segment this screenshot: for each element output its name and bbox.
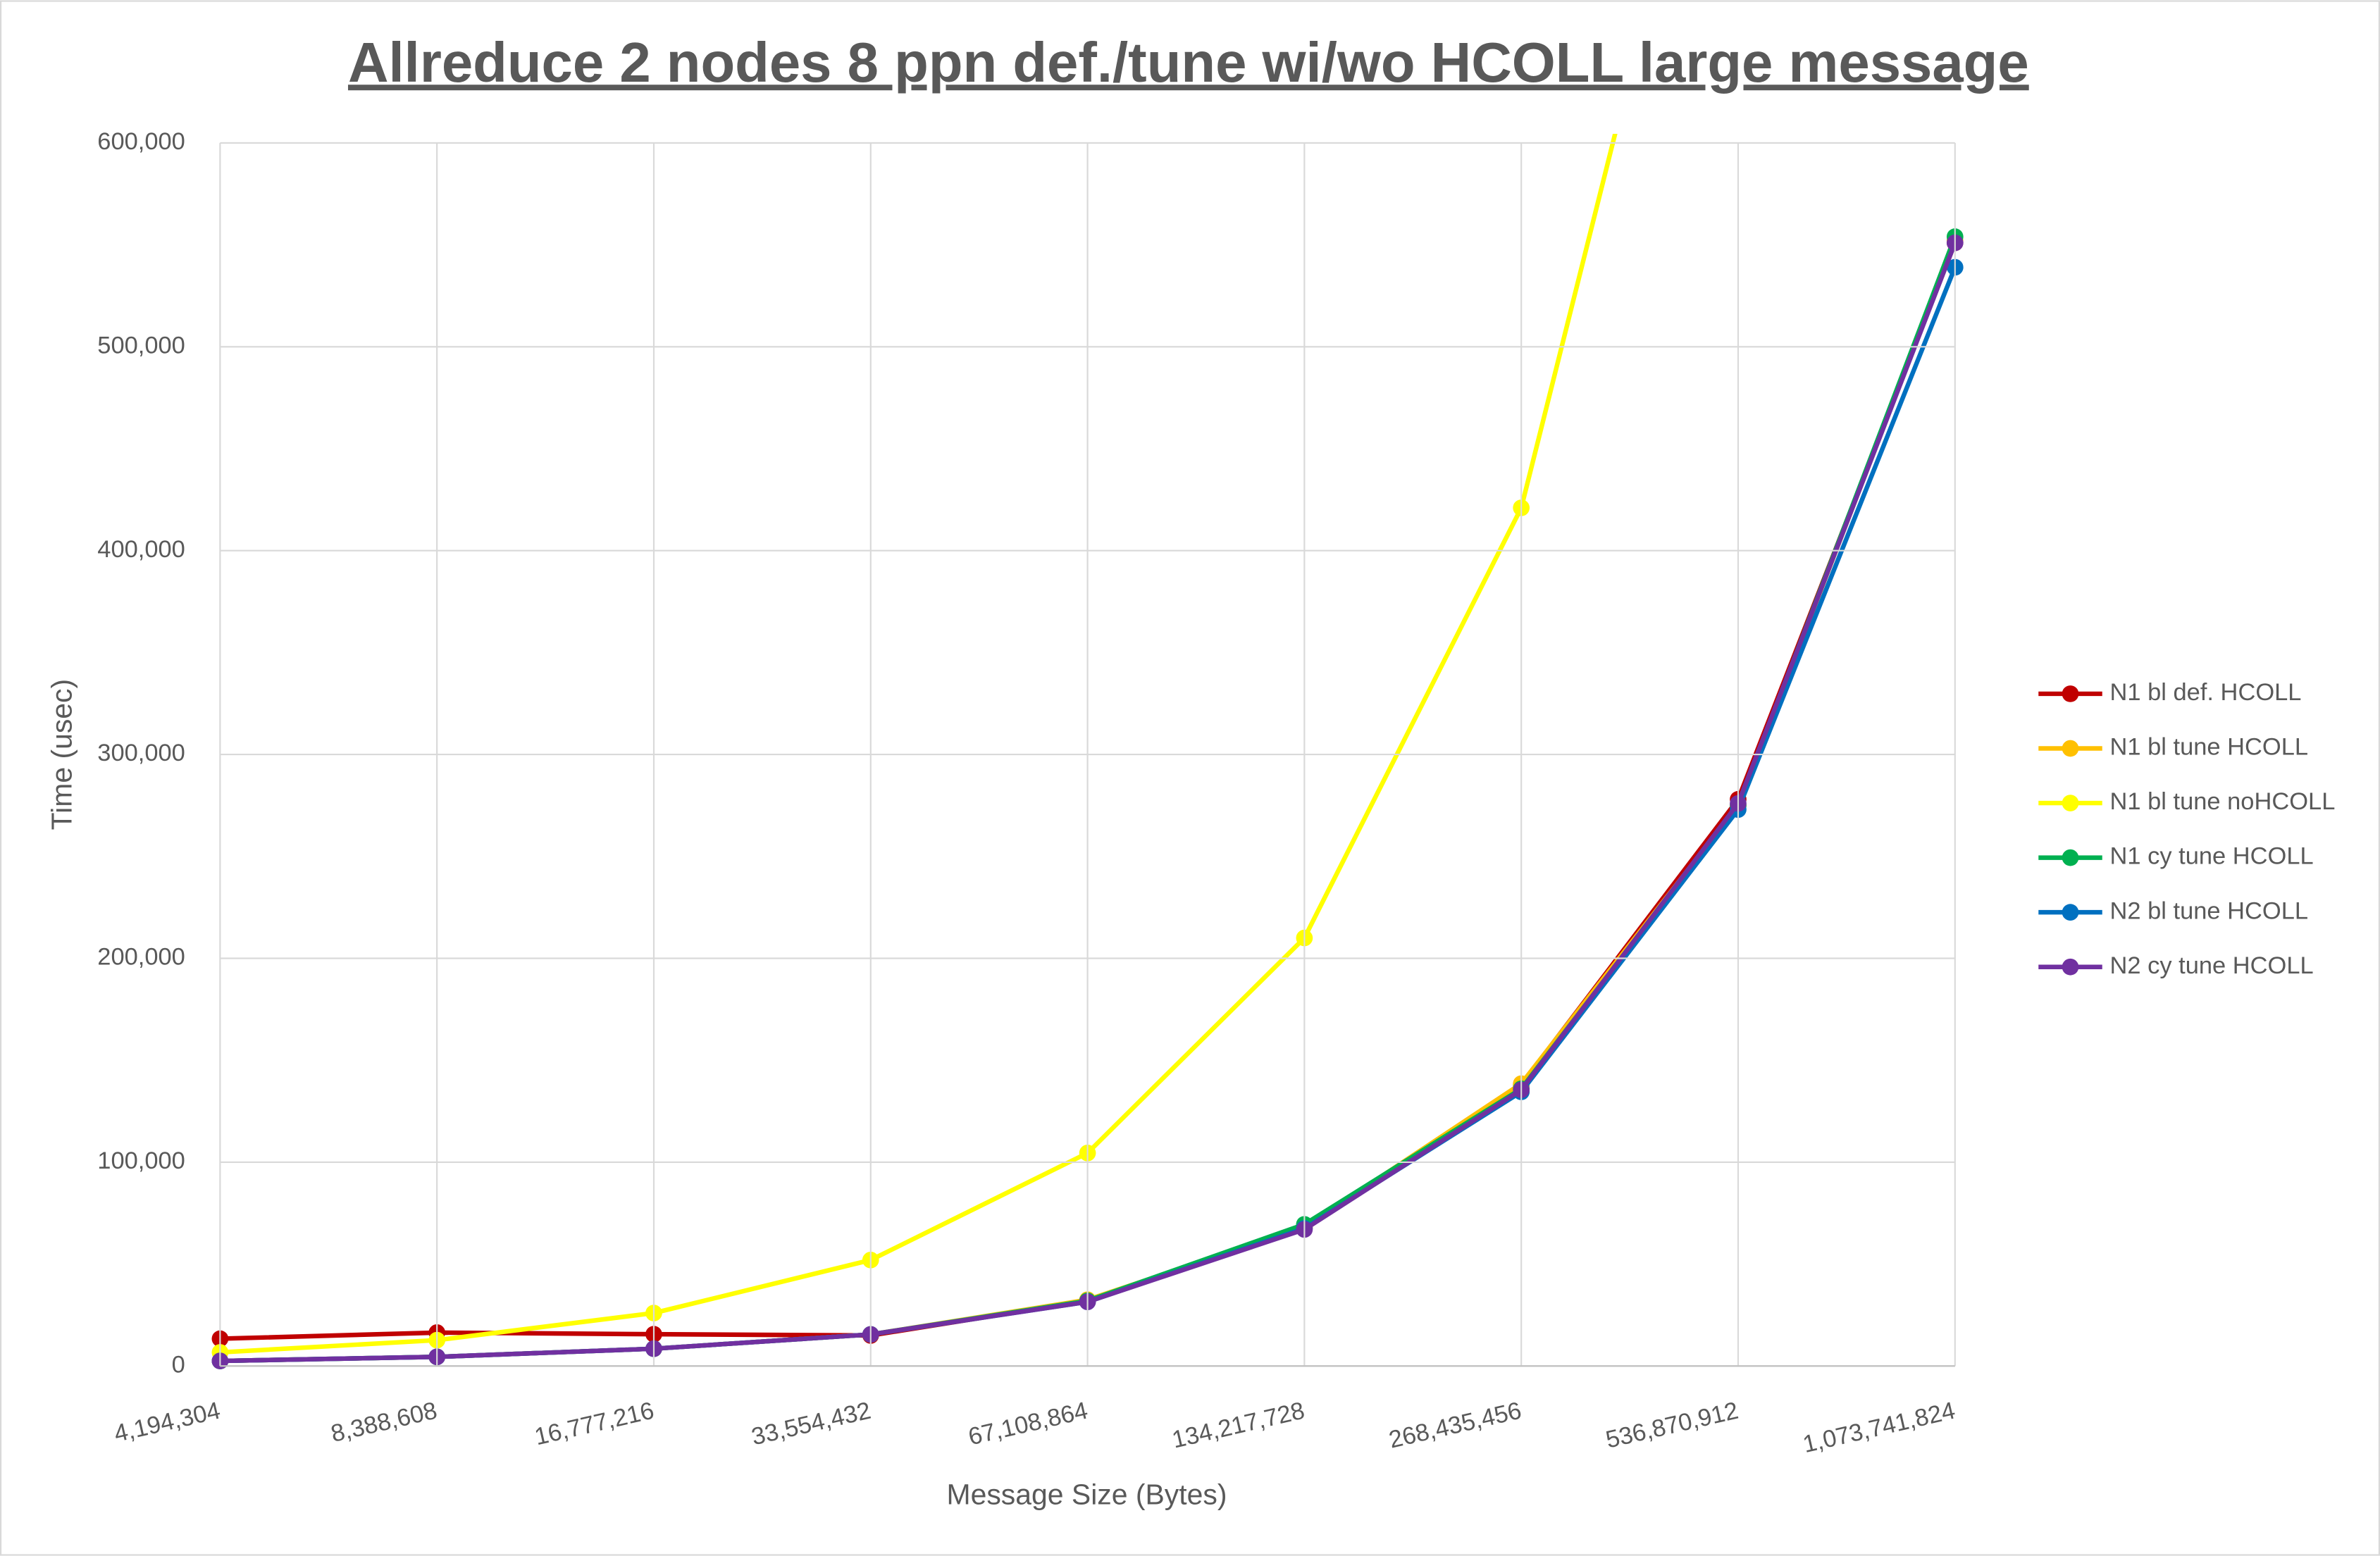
legend-swatch-marker [2062,795,2079,811]
legend-label: N1 cy tune HCOLL [2110,843,2314,870]
y-tick-label: 300,000 [97,740,185,766]
legend-label: N1 bl def. HCOLL [2110,679,2302,706]
legend-label: N1 bl tune noHCOLL [2110,788,2336,815]
y-tick-label: 0 [172,1351,185,1378]
legend-label: N1 bl tune HCOLL [2110,734,2309,761]
y-axis-title: Time (usec) [45,679,78,830]
legend-swatch-marker [2062,740,2079,757]
legend-swatch-marker [2062,849,2079,866]
y-tick-label: 600,000 [97,128,185,155]
x-axis-title: Message Size (Bytes) [947,1478,1227,1510]
y-tick-label: 400,000 [97,536,185,563]
legend-label: N2 cy tune HCOLL [2110,952,2314,979]
y-tick-label: 500,000 [97,332,185,359]
legend-swatch-marker [2062,685,2079,702]
y-tick-label: 200,000 [97,944,185,971]
legend-swatch-marker [2062,958,2079,976]
legend-label: N2 bl tune HCOLL [2110,897,2309,924]
legend-swatch-marker [2062,904,2079,921]
y-tick-label: 100,000 [97,1147,185,1174]
chart-title: Allreduce 2 nodes 8 ppn def./tune wi/wo … [348,31,2029,94]
